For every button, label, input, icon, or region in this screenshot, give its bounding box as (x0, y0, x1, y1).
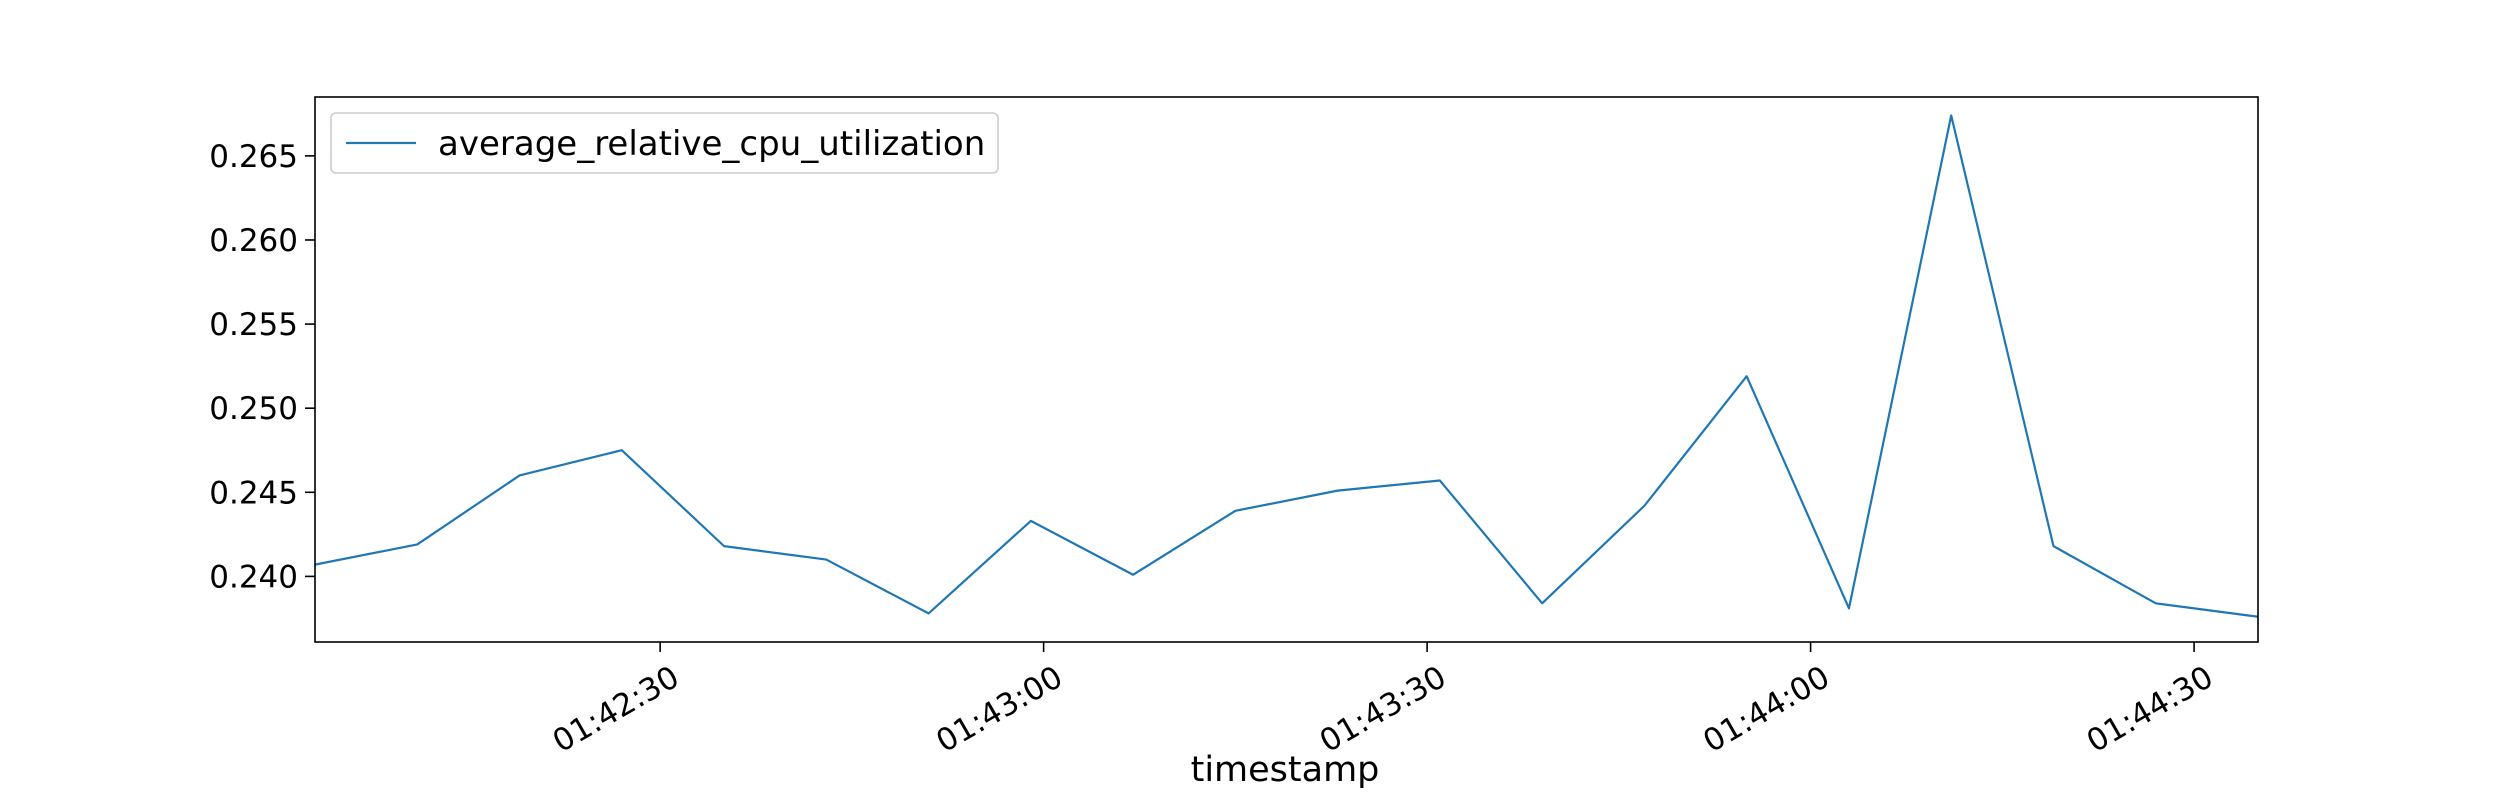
y-tick-label-0: 0.240 (209, 559, 298, 595)
x-tick-label-3: 01:44:00 (1697, 659, 1836, 760)
x-tick-label-0: 01:42:30 (547, 659, 686, 760)
x-tick-label-1: 01:43:00 (930, 659, 1069, 760)
plot-area: 0.240 0.245 0.250 0.255 0.260 0.265 01:42:30 01… (209, 96, 2259, 760)
x-axis-title: timestamp (1191, 750, 1380, 790)
y-tick-label-3: 0.255 (209, 307, 298, 343)
series-line-0 (314, 114, 2259, 618)
legend-box (330, 112, 999, 174)
y-tick-label-2: 0.250 (209, 391, 298, 427)
x-tick-label-2: 01:43:30 (1314, 659, 1453, 760)
y-tick-label-4: 0.260 (209, 223, 298, 259)
y-tick-label-5: 0.265 (209, 139, 298, 175)
y-tick-label-1: 0.245 (209, 475, 298, 511)
x-tick-label-4: 01:44:30 (2081, 659, 2220, 760)
legend-label-0: average_relative_cpu_utilization (438, 124, 985, 164)
axes-frame (314, 96, 2259, 643)
